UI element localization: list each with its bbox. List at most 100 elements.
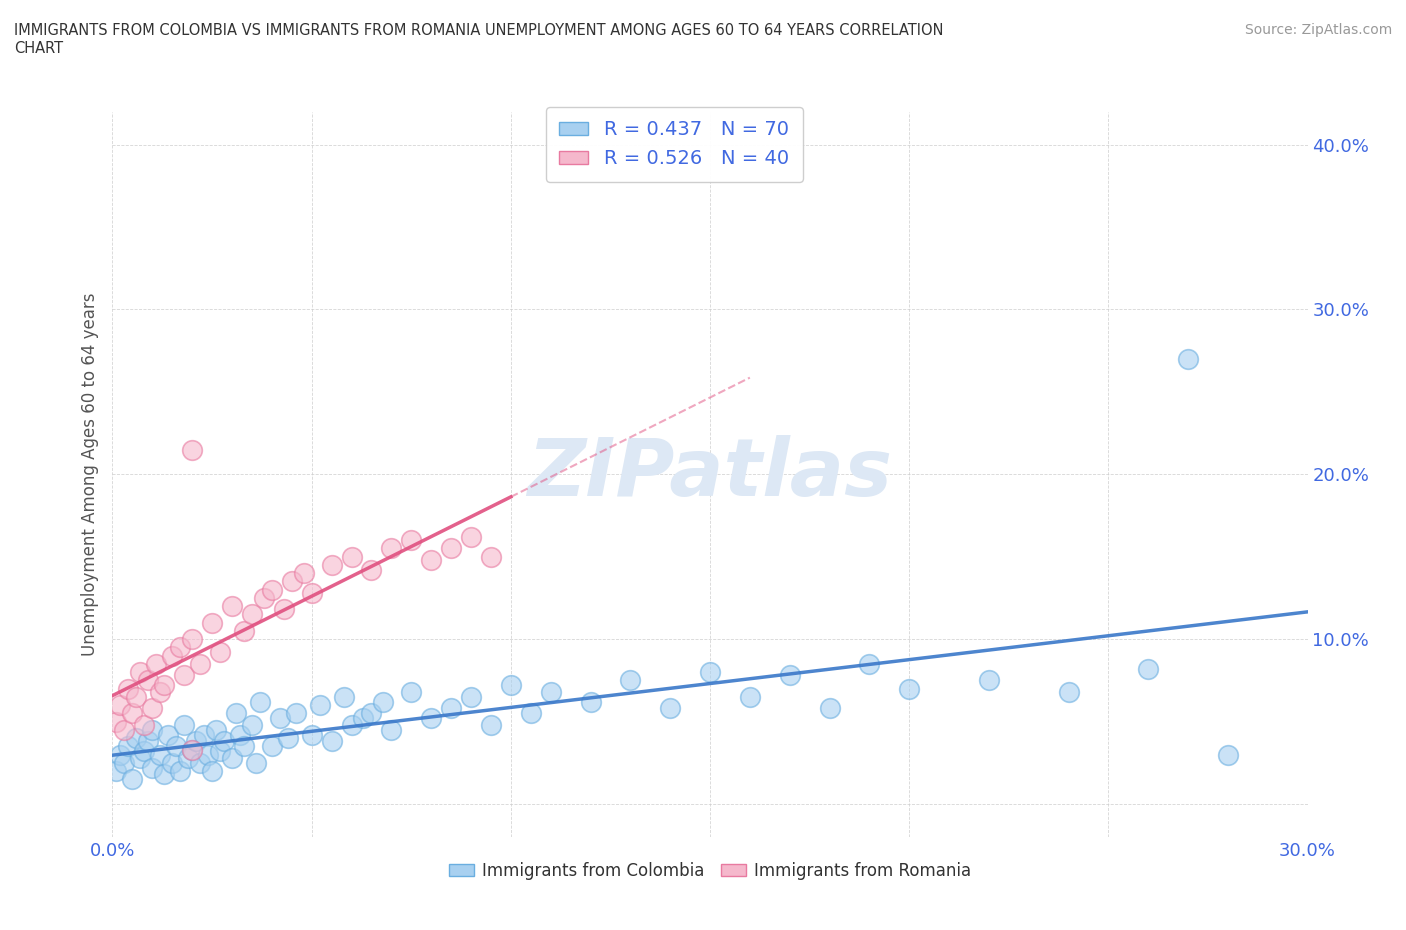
Point bbox=[499, 678, 522, 693]
Point bbox=[129, 665, 152, 680]
Point bbox=[165, 738, 187, 753]
Point bbox=[173, 717, 195, 732]
Point bbox=[181, 442, 204, 457]
Point bbox=[162, 648, 183, 663]
Point bbox=[340, 717, 363, 732]
Point bbox=[301, 586, 323, 601]
Point bbox=[308, 698, 330, 712]
Point bbox=[245, 755, 267, 770]
Point bbox=[117, 681, 139, 696]
Point bbox=[201, 764, 224, 778]
Point bbox=[105, 714, 128, 729]
Point bbox=[221, 751, 243, 765]
Point bbox=[145, 657, 167, 671]
Point bbox=[125, 689, 148, 704]
Point bbox=[659, 701, 682, 716]
Point bbox=[301, 727, 323, 742]
Point bbox=[169, 640, 191, 655]
Point bbox=[240, 607, 263, 622]
Point bbox=[353, 711, 375, 725]
Point bbox=[138, 673, 160, 688]
Point bbox=[360, 706, 382, 721]
Point bbox=[153, 678, 176, 693]
Point bbox=[181, 742, 204, 757]
Point bbox=[114, 755, 135, 770]
Point bbox=[229, 727, 252, 742]
Point bbox=[332, 689, 354, 704]
Point bbox=[460, 529, 482, 544]
Point bbox=[281, 574, 304, 589]
Text: Source: ZipAtlas.com: Source: ZipAtlas.com bbox=[1244, 23, 1392, 37]
Point bbox=[177, 751, 200, 765]
Point bbox=[233, 623, 256, 638]
Point bbox=[340, 550, 363, 565]
Text: IMMIGRANTS FROM COLOMBIA VS IMMIGRANTS FROM ROMANIA UNEMPLOYMENT AMONG AGES 60 T: IMMIGRANTS FROM COLOMBIA VS IMMIGRANTS F… bbox=[14, 23, 943, 56]
Point bbox=[579, 695, 602, 710]
Point bbox=[1057, 684, 1080, 699]
Point bbox=[205, 723, 228, 737]
Point bbox=[141, 761, 163, 776]
Point bbox=[321, 558, 343, 573]
Point bbox=[1177, 352, 1199, 366]
Point bbox=[380, 723, 402, 737]
Point bbox=[121, 772, 143, 787]
Point bbox=[201, 616, 224, 631]
Point bbox=[420, 711, 443, 725]
Point bbox=[129, 751, 152, 765]
Point bbox=[520, 706, 543, 721]
Point bbox=[225, 706, 247, 721]
Point bbox=[779, 668, 801, 683]
Point bbox=[162, 755, 183, 770]
Point bbox=[212, 734, 235, 749]
Point bbox=[977, 673, 1000, 688]
Point bbox=[249, 695, 271, 710]
Point bbox=[321, 734, 343, 749]
Point bbox=[898, 681, 921, 696]
Point bbox=[117, 738, 139, 753]
Point bbox=[121, 706, 143, 721]
Point bbox=[1137, 661, 1160, 676]
Point bbox=[240, 717, 263, 732]
Point bbox=[738, 689, 761, 704]
Point bbox=[193, 727, 215, 742]
Legend: Immigrants from Colombia, Immigrants from Romania: Immigrants from Colombia, Immigrants fro… bbox=[441, 856, 979, 886]
Point bbox=[157, 727, 180, 742]
Point bbox=[125, 731, 148, 746]
Point bbox=[260, 582, 283, 597]
Point bbox=[284, 706, 307, 721]
Point bbox=[479, 717, 502, 732]
Point bbox=[181, 742, 204, 757]
Point bbox=[110, 747, 132, 762]
Point bbox=[153, 767, 176, 782]
Point bbox=[818, 701, 841, 716]
Point bbox=[269, 711, 291, 725]
Point bbox=[221, 599, 243, 614]
Point bbox=[440, 541, 463, 556]
Point bbox=[169, 764, 191, 778]
Point bbox=[699, 665, 721, 680]
Point bbox=[233, 738, 256, 753]
Point bbox=[360, 563, 382, 578]
Point bbox=[134, 744, 156, 759]
Point bbox=[277, 731, 299, 746]
Point bbox=[134, 717, 156, 732]
Point bbox=[253, 591, 276, 605]
Point bbox=[114, 723, 135, 737]
Point bbox=[209, 644, 232, 659]
Text: ZIPatlas: ZIPatlas bbox=[527, 435, 893, 513]
Point bbox=[138, 734, 160, 749]
Point bbox=[186, 734, 208, 749]
Point bbox=[420, 552, 443, 567]
Point bbox=[105, 764, 128, 778]
Point bbox=[260, 738, 283, 753]
Point bbox=[209, 744, 232, 759]
Y-axis label: Unemployment Among Ages 60 to 64 years: Unemployment Among Ages 60 to 64 years bbox=[80, 293, 98, 656]
Point bbox=[141, 701, 163, 716]
Point bbox=[460, 689, 482, 704]
Point bbox=[479, 550, 502, 565]
Point bbox=[273, 602, 295, 617]
Point bbox=[188, 657, 211, 671]
Point bbox=[373, 695, 395, 710]
Point bbox=[197, 747, 219, 762]
Point bbox=[188, 755, 211, 770]
